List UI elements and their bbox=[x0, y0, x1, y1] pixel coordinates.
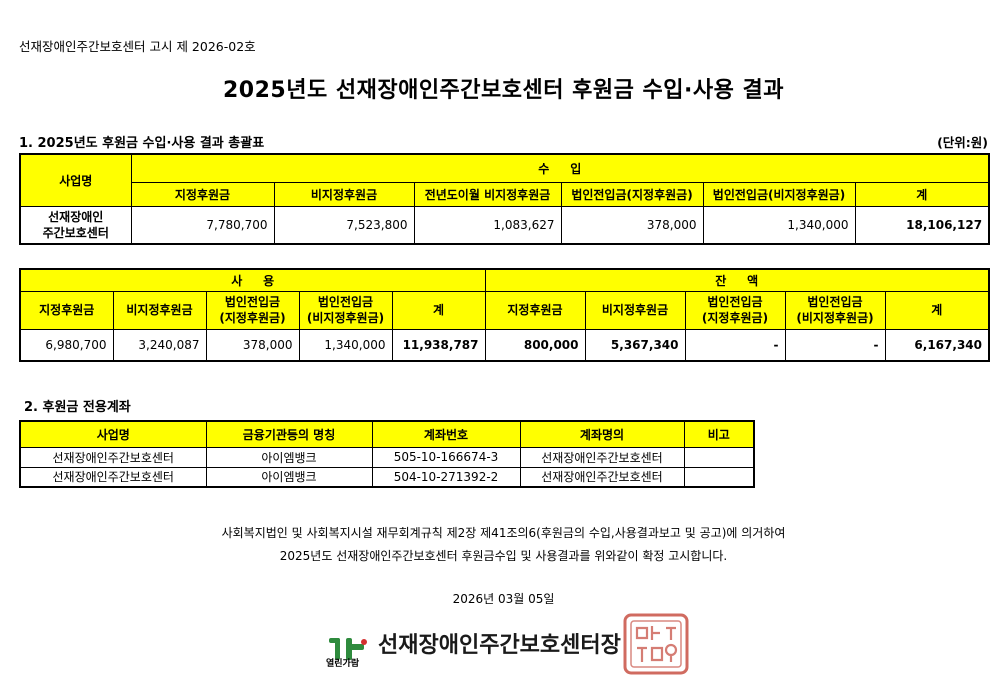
header-income-group: 수 입 bbox=[130, 153, 990, 183]
account-cell: 선재장애인주간보호센터 bbox=[19, 466, 207, 488]
signer-name: 선재장애인주간보호센터장 bbox=[378, 633, 621, 658]
use-col-header: 법인전입금 (지정후원금) bbox=[205, 290, 300, 330]
header-use-group: 사 용 bbox=[19, 268, 486, 292]
income-col-header: 비지정후원금 bbox=[273, 181, 415, 207]
page-title: 2025년도 선재장애인주간보호센터 후원금 수입·사용 결과 bbox=[222, 78, 784, 103]
balance-value: - bbox=[684, 328, 786, 362]
use-col-header: 비지정후원금 bbox=[112, 290, 207, 330]
income-row-name: 선재장애인 주간보호센터 bbox=[19, 205, 132, 245]
account-col-header: 비고 bbox=[683, 420, 755, 448]
balance-col-header: 법인전입금 (지정후원금) bbox=[684, 290, 786, 330]
use-value: 1,340,000 bbox=[298, 328, 393, 362]
use-col-header: 지정후원금 bbox=[19, 290, 114, 330]
income-table: 사업명 수 입 지정후원금 비지정후원금 전년도이월 비지정후원금 법인전입금(… bbox=[19, 153, 991, 245]
table-row: 선재장애인주간보호센터 아이엠뱅크 504-10-271392-2 선재장애인주… bbox=[19, 466, 755, 488]
income-col-header: 법인전입금(비지정후원금) bbox=[702, 181, 856, 207]
table-row: 선재장애인주간보호센터 아이엠뱅크 505-10-166674-3 선재장애인주… bbox=[19, 446, 755, 468]
account-cell: 선재장애인주간보호센터 bbox=[519, 446, 685, 468]
balance-col-header: 계 bbox=[884, 290, 990, 330]
organization-logo-icon bbox=[329, 638, 367, 660]
use-col-header: 법인전입금 (비지정후원금) bbox=[298, 290, 393, 330]
income-value: 7,780,700 bbox=[130, 205, 275, 245]
row-name-line1: 선재장애인 bbox=[48, 209, 104, 224]
logo-caption: 열린가람 bbox=[326, 659, 360, 669]
account-cell: 아이엠뱅크 bbox=[205, 446, 373, 468]
account-col-header: 사업명 bbox=[19, 420, 207, 448]
section2-heading: 2. 후원금 전용계좌 bbox=[24, 400, 131, 415]
balance-value: 5,367,340 bbox=[584, 328, 686, 362]
income-col-header: 계 bbox=[854, 181, 990, 207]
official-seal-icon bbox=[623, 613, 689, 675]
account-col-header: 금융기관등의 명칭 bbox=[205, 420, 373, 448]
account-col-header: 계좌번호 bbox=[371, 420, 521, 448]
account-cell bbox=[683, 466, 755, 488]
account-cell: 선재장애인주간보호센터 bbox=[519, 466, 685, 488]
use-value: 3,240,087 bbox=[112, 328, 207, 362]
balance-col-header: 지정후원금 bbox=[484, 290, 586, 330]
account-table: 사업명 금융기관등의 명칭 계좌번호 계좌명의 비고 선재장애인주간보호센터 아… bbox=[19, 420, 755, 488]
balance-col-header: 법인전입금 (비지정후원금) bbox=[784, 290, 886, 330]
account-cell: 선재장애인주간보호센터 bbox=[19, 446, 207, 468]
balance-value: 800,000 bbox=[484, 328, 586, 362]
use-total: 11,938,787 bbox=[391, 328, 486, 362]
income-value: 378,000 bbox=[560, 205, 704, 245]
use-col-header: 계 bbox=[391, 290, 486, 330]
account-cell: 505-10-166674-3 bbox=[371, 446, 521, 468]
income-value: 1,340,000 bbox=[702, 205, 856, 245]
usage-table: 사 용 잔 액 지정후원금 비지정후원금 법인전입금 (지정후원금) 법인전입금(… bbox=[19, 268, 990, 362]
section1-heading: 1. 2025년도 후원금 수입·사용 결과 총괄표 bbox=[19, 136, 265, 151]
balance-value: - bbox=[784, 328, 886, 362]
balance-total: 6,167,340 bbox=[884, 328, 990, 362]
income-col-header: 전년도이월 비지정후원금 bbox=[413, 181, 562, 207]
income-col-header: 지정후원금 bbox=[130, 181, 275, 207]
income-value: 7,523,800 bbox=[273, 205, 415, 245]
account-cell: 아이엠뱅크 bbox=[205, 466, 373, 488]
statement-line2: 2025년도 선재장애인주간보호센터 후원금수입 및 사용결과를 위와같이 확정… bbox=[279, 549, 728, 563]
balance-col-header: 비지정후원금 bbox=[584, 290, 686, 330]
account-cell bbox=[683, 446, 755, 468]
use-value: 378,000 bbox=[205, 328, 300, 362]
unit-label: (단위:원) bbox=[937, 135, 988, 150]
income-value: 1,083,627 bbox=[413, 205, 562, 245]
account-cell: 504-10-271392-2 bbox=[371, 466, 521, 488]
header-business: 사업명 bbox=[19, 153, 132, 207]
income-total: 18,106,127 bbox=[854, 205, 990, 245]
account-col-header: 계좌명의 bbox=[519, 420, 685, 448]
row-name-line2: 주간보호센터 bbox=[42, 225, 109, 240]
notice-number: 선재장애인주간보호센터 고시 제 2026-02호 bbox=[19, 39, 256, 54]
income-col-header: 법인전입금(지정후원금) bbox=[560, 181, 704, 207]
statement-line1: 사회복지법인 및 사회복지시설 재무회계규칙 제2장 제41조의6(후원금의 수… bbox=[221, 526, 786, 540]
use-value: 6,980,700 bbox=[19, 328, 114, 362]
header-balance-group: 잔 액 bbox=[484, 268, 990, 292]
notice-date: 2026년 03월 05일 bbox=[452, 592, 555, 606]
